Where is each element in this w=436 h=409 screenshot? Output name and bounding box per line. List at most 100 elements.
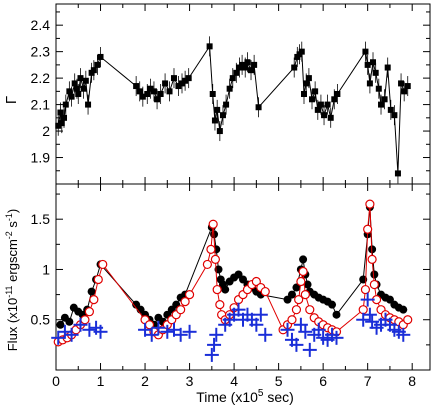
data-point: [97, 53, 104, 60]
data-point: [362, 48, 369, 55]
data-point: [365, 199, 375, 209]
data-point: [372, 69, 379, 76]
data-point: [251, 61, 258, 68]
data-point: [144, 91, 151, 97]
data-point: [57, 109, 64, 116]
data-point: [56, 320, 65, 329]
data-point: [231, 302, 246, 317]
data-point: [216, 128, 223, 135]
data-point: [363, 224, 373, 234]
bottom-series-line: [57, 204, 409, 343]
data-point: [314, 106, 321, 113]
data-point: [182, 77, 189, 84]
data-point: [242, 64, 249, 71]
data-point: [366, 80, 373, 87]
data-point: [215, 300, 225, 310]
data-point: [298, 266, 308, 277]
data-point: [210, 254, 220, 265]
data-point: [147, 85, 154, 92]
ylabel-exp2: -2: [4, 231, 14, 239]
data-point: [133, 83, 140, 90]
data-point: [253, 307, 268, 322]
data-point: [77, 75, 84, 82]
bottom-ticks: [55, 184, 430, 370]
x-tick-label: 2: [141, 373, 149, 389]
data-point: [329, 330, 344, 345]
data-point: [58, 120, 65, 127]
data-point: [208, 219, 218, 229]
data-point: [258, 327, 273, 342]
data-point: [84, 307, 94, 317]
data-point: [179, 80, 186, 87]
data-point: [90, 67, 97, 74]
bottom-series: [51, 199, 413, 362]
data-point: [403, 315, 413, 325]
data-point: [214, 106, 221, 113]
data-point: [87, 287, 96, 296]
data-point: [251, 276, 261, 287]
data-point: [55, 122, 62, 129]
data-point: [328, 300, 337, 309]
data-point: [202, 259, 212, 270]
ylabel-mid: ergscm: [5, 239, 20, 285]
data-point: [303, 80, 310, 87]
data-point: [233, 69, 240, 76]
data-point: [176, 305, 186, 315]
data-point: [80, 85, 87, 92]
data-point: [294, 295, 304, 305]
data-point: [239, 61, 246, 68]
top-y-tick-label: 2.2: [31, 70, 51, 86]
data-point: [51, 330, 66, 345]
bottom-y-tick-labels: 0.5 1 1.5: [31, 211, 51, 328]
top-y-tick-label: 1.9: [31, 150, 51, 166]
top-y-tick-label: 2.3: [31, 44, 51, 60]
top-series-line: [57, 44, 409, 174]
data-point: [299, 255, 308, 264]
data-point: [381, 96, 388, 103]
bottom-y-tick-label: 0.5: [31, 312, 51, 328]
data-point: [64, 327, 79, 342]
data-point: [375, 85, 382, 92]
data-point: [66, 88, 73, 95]
data-point: [298, 324, 313, 339]
data-point: [404, 83, 411, 90]
x-tick-label: 4: [230, 373, 238, 389]
xlabel-end: sec): [263, 389, 293, 405]
bottom-series-plus: [51, 292, 411, 362]
data-point: [367, 254, 377, 265]
data-point: [291, 305, 302, 315]
data-point: [303, 280, 312, 289]
data-point: [150, 88, 157, 95]
data-point: [364, 61, 371, 68]
top-series: [55, 36, 411, 184]
data-point: [293, 317, 308, 332]
data-point: [260, 286, 270, 297]
data-point: [144, 327, 159, 342]
data-point: [160, 324, 175, 339]
bottom-x-tick-labels: 0 1 2 3 4 5 6 7 8: [52, 373, 416, 389]
data-point: [370, 270, 379, 279]
data-point: [62, 101, 69, 108]
data-point: [291, 64, 298, 71]
data-point: [296, 276, 306, 287]
data-point: [57, 324, 72, 339]
data-point: [255, 104, 262, 111]
data-point: [360, 284, 371, 295]
top-y-tick-labels: 1.9 2 2.1 2.2 2.3 2.4: [31, 17, 51, 165]
x-tick-label: 8: [408, 373, 416, 389]
x-tick-label: 0: [52, 373, 60, 389]
data-point: [244, 59, 251, 66]
data-point: [302, 342, 317, 357]
data-point: [185, 75, 192, 82]
data-point: [151, 320, 166, 335]
data-point: [391, 112, 398, 119]
data-point: [93, 324, 108, 339]
data-point: [305, 305, 315, 315]
x-tick-label: 5: [275, 373, 283, 389]
data-point: [289, 337, 304, 352]
data-point: [207, 337, 222, 352]
data-point: [311, 322, 326, 337]
data-point: [312, 88, 319, 95]
bottom-y-tick-label: 1.5: [31, 211, 51, 227]
top-y-axis-label: Γ: [3, 96, 20, 104]
